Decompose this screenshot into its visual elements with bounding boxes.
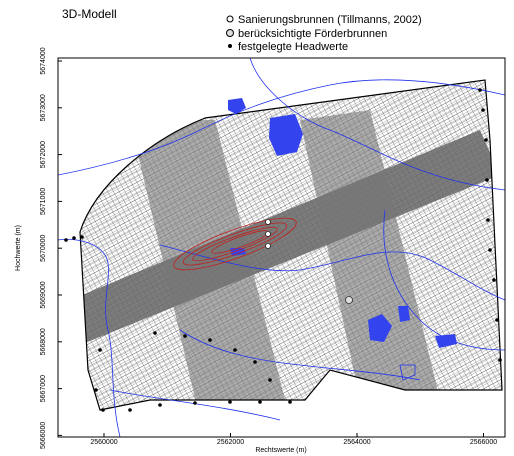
x-axis: 2560000 2562000 2564000 2566000 <box>90 433 497 446</box>
x-axis-label: Rechtswerte (m) <box>255 447 306 454</box>
y-tick-label: 5668000 <box>40 328 47 355</box>
y-tick-label: 5670000 <box>40 234 47 261</box>
y-tick-label: 5674000 <box>40 47 47 74</box>
model-mesh <box>58 58 505 437</box>
x-tick-label: 2566000 <box>470 439 497 446</box>
legend-marker <box>227 30 234 37</box>
y-tick-label: 5667000 <box>40 375 47 402</box>
y-axis-label: Hochwerte (m) <box>15 225 22 271</box>
legend: Sanierungsbrunnen (Tillmanns, 2002) berü… <box>227 14 422 53</box>
y-tick-label: 5666000 <box>40 422 47 449</box>
title: 3D-Modell <box>62 7 117 21</box>
x-tick-label: 2560000 <box>90 439 117 446</box>
x-tick-label: 2562000 <box>217 439 244 446</box>
legend-marker <box>228 44 232 48</box>
legend-marker <box>227 16 233 22</box>
y-tick-label: 5671000 <box>40 188 47 215</box>
x-tick-label: 2564000 <box>343 439 370 446</box>
y-tick-label: 5673000 <box>40 94 47 121</box>
legend-label: berücksichtigte Förderbrunnen <box>238 28 387 40</box>
y-tick-label: 5672000 <box>40 141 47 168</box>
legend-label: Sanierungsbrunnen (Tillmanns, 2002) <box>238 14 422 26</box>
y-tick-label: 5669000 <box>40 281 47 308</box>
y-axis: 5674000 5673000 5672000 5671000 5670000 56690… <box>40 47 62 449</box>
map-figure: 3D-Modell Sanierungsbrunnen (Tillmanns, … <box>0 0 514 456</box>
legend-label: festgelegte Headwerte <box>238 41 348 53</box>
map-content <box>58 58 505 437</box>
